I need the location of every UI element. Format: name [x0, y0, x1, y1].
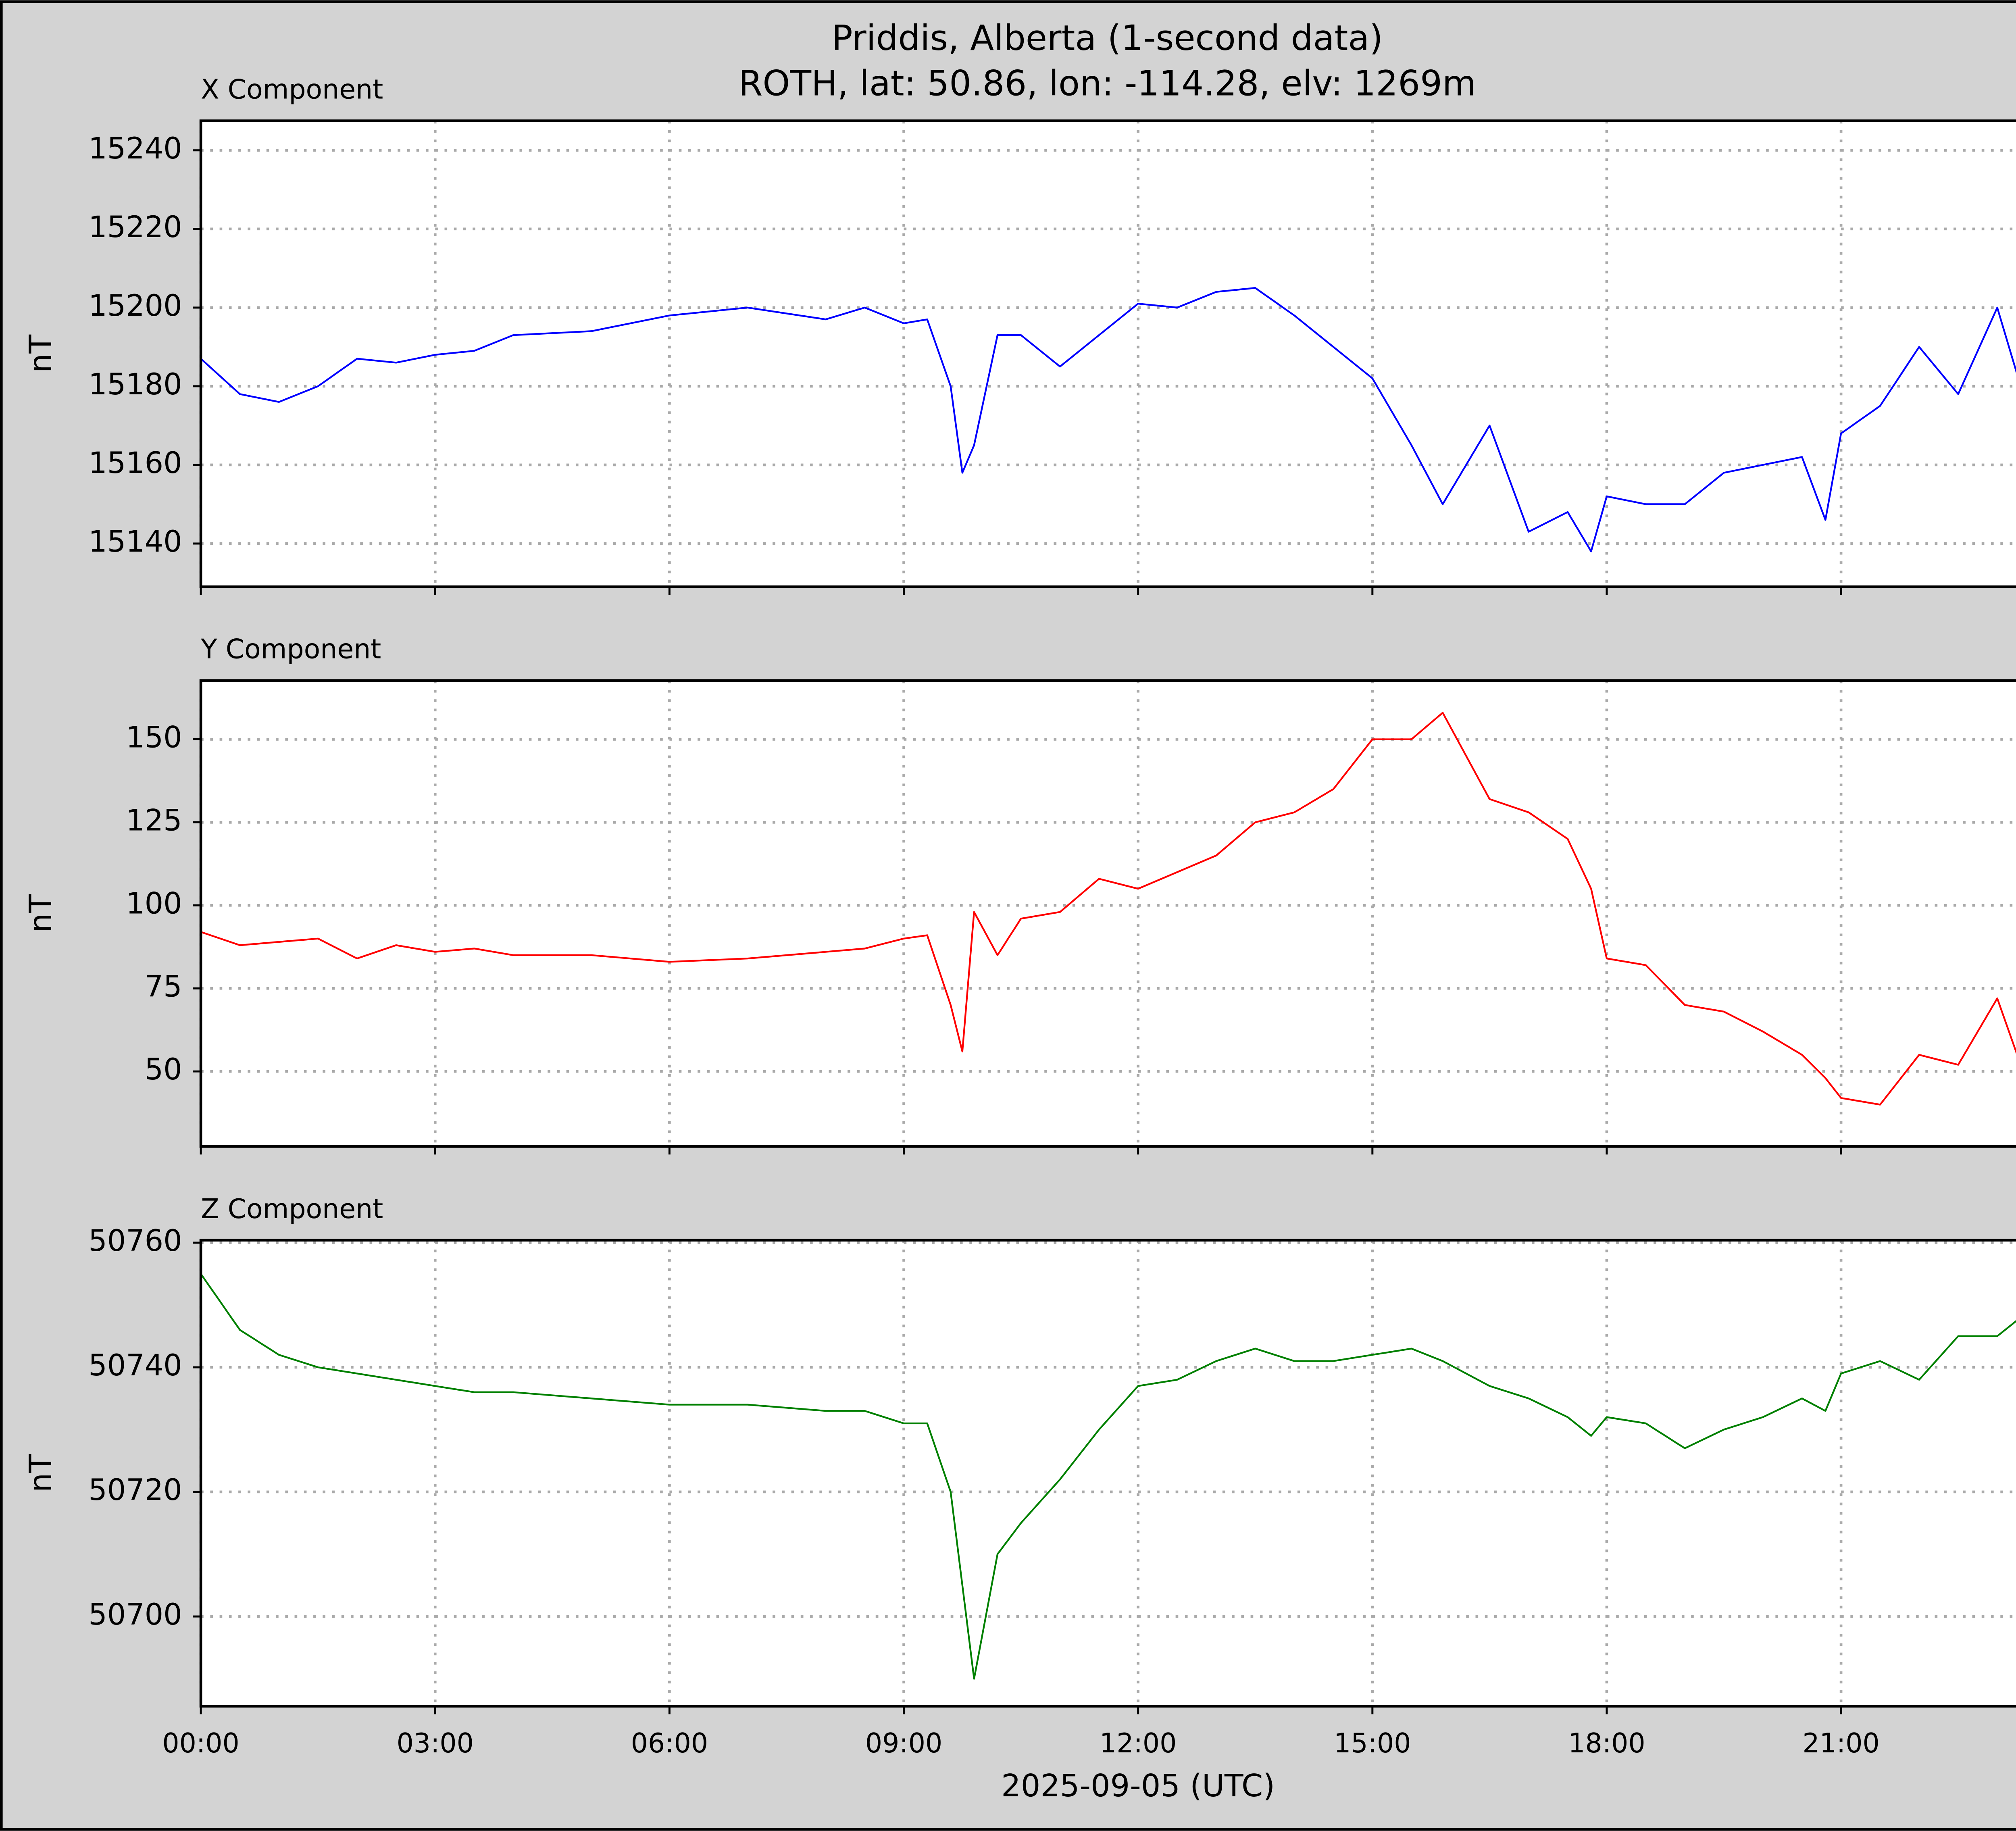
x-tick-label: 06:00 [631, 1727, 708, 1759]
y-tick-label: 50 [145, 1052, 182, 1087]
x-tick-label: 03:00 [397, 1727, 474, 1759]
y-tick-label: 15180 [88, 367, 182, 402]
x-tick-label: 18:00 [1568, 1727, 1645, 1759]
y-tick-label: 150 [126, 721, 182, 755]
figure-title: Priddis, Alberta (1-second data) [832, 18, 1383, 58]
subplot-title: Y Component [200, 633, 381, 665]
x-tick-label: 00:00 [162, 1727, 239, 1759]
subplot-title: X Component [201, 74, 383, 105]
plot-frame [199, 1239, 2016, 1708]
x-axis-label: 2025-09-05 (UTC) [1001, 1768, 1275, 1804]
y-axis-label: nT [23, 335, 59, 373]
y-tick-label: 15140 [88, 525, 182, 559]
y-tick-label: 15220 [88, 210, 182, 244]
x-tick-label: 21:00 [1802, 1727, 1879, 1759]
y-tick-label: 50720 [88, 1473, 182, 1507]
y-tick-label: 15240 [88, 131, 182, 166]
y-tick-label: 15160 [88, 446, 182, 480]
y-tick-label: 125 [126, 803, 182, 837]
y-tick-label: 75 [145, 969, 182, 1004]
subplot-title: Z Component [201, 1193, 383, 1225]
plot-area [201, 1240, 2016, 1706]
data-line [201, 712, 2016, 1106]
y-tick-label: 100 [126, 886, 182, 921]
plot-frame [199, 119, 2016, 588]
y-tick-label: 50740 [88, 1348, 182, 1383]
y-tick-label: 50760 [88, 1224, 182, 1258]
y-axis-label: nT [23, 894, 59, 933]
x-tick-label: 09:00 [865, 1727, 942, 1759]
y-axis-label: nT [23, 1454, 59, 1492]
plot-area [201, 121, 2016, 587]
data-line [201, 287, 2016, 552]
x-tick-label: 12:00 [1100, 1727, 1177, 1759]
plot-frame [199, 679, 2016, 1148]
y-tick-label: 50700 [88, 1598, 182, 1632]
plot-area [201, 680, 2016, 1147]
x-tick-label: 15:00 [1334, 1727, 1411, 1759]
y-tick-label: 15200 [88, 289, 182, 323]
figure-subtitle: ROTH, lat: 50.86, lon: -114.28, elv: 126… [738, 64, 1476, 104]
data-line [201, 1273, 2016, 1680]
